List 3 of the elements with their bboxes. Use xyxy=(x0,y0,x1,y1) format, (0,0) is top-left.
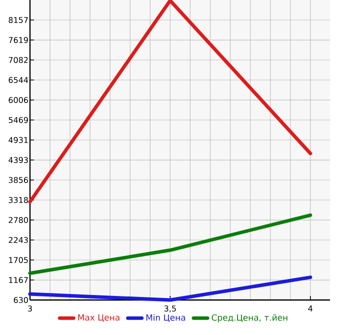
legend-label: Max Цена xyxy=(78,314,120,322)
legend-label: Сред.Цена, т.йен xyxy=(212,314,288,322)
legend-label: Min Цена xyxy=(146,314,186,322)
